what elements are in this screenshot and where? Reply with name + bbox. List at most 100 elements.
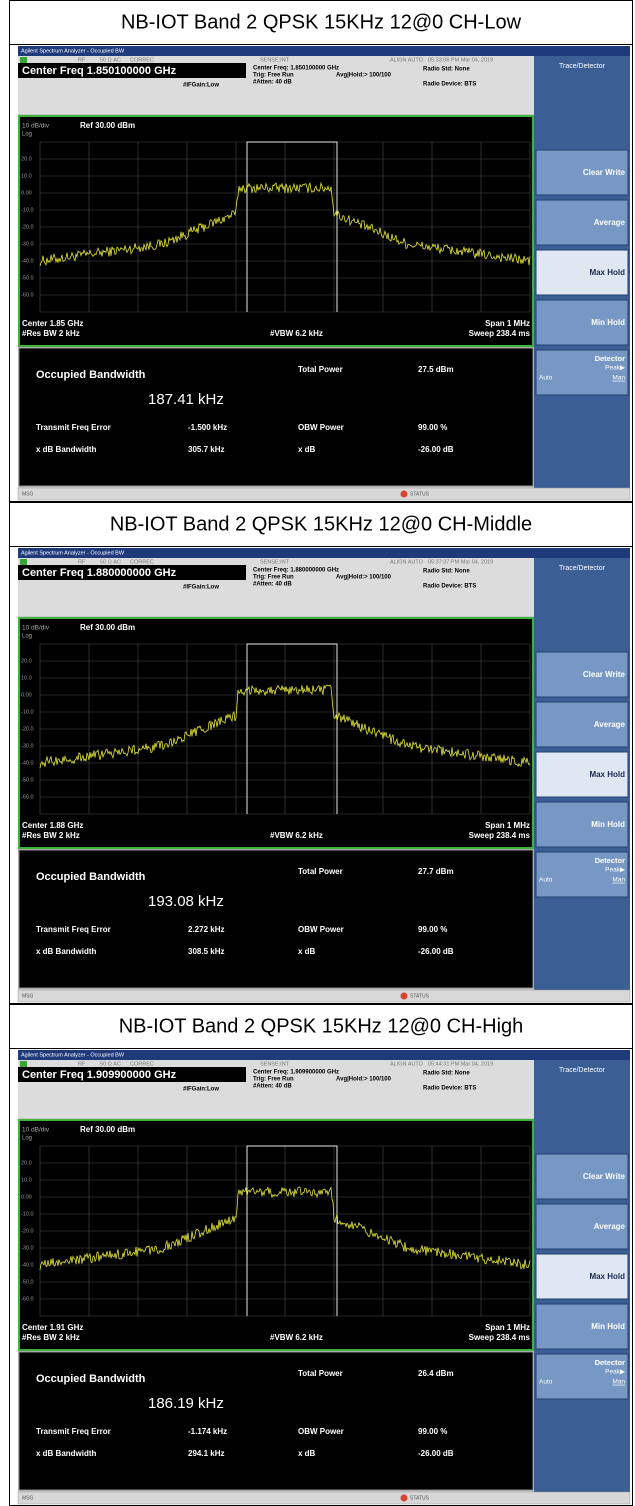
y-label: -50.0 (21, 1279, 34, 1285)
detector-label: Detector (595, 354, 626, 363)
radio-std: Radio Std: None (423, 67, 470, 73)
ref-level: Ref 30.00 dBm (80, 1125, 135, 1134)
detector-label: Detector (595, 856, 626, 865)
menu-title: Trace/Detector (559, 565, 606, 572)
softkey-label: Min Hold (591, 318, 625, 327)
y-label: 20.0 (21, 1160, 32, 1166)
result-value: -1.174 kHz (188, 1427, 227, 1436)
analyzer-screen: Agilent Spectrum Analyzer - Occupied BW R… (18, 548, 630, 1002)
avg-hold: Avg|Hold:> 100/100 (336, 73, 392, 79)
result-label: Transmit Freq Error (36, 1427, 111, 1436)
radio-device: Radio Device: BTS (423, 584, 476, 590)
msg-bar (18, 488, 630, 500)
status-label: CORREC (130, 57, 154, 63)
result-label: x dB Bandwidth (36, 1449, 97, 1458)
vbw: #VBW 6.2 kHz (270, 831, 323, 840)
y-label: -20.0 (21, 1228, 34, 1234)
result-label: OBW Power (298, 423, 344, 432)
y-label: -40.0 (21, 760, 34, 766)
result-value: 2.272 kHz (188, 925, 224, 934)
result-label: Occupied Bandwidth (36, 369, 146, 381)
status-icon (20, 559, 27, 565)
sweep: Sweep 238.4 ms (469, 329, 531, 338)
detector-value: Peak▶ (605, 867, 626, 874)
panel-title: NB-IOT Band 2 QPSK 15KHz 12@0 CH-Middle (110, 513, 532, 535)
msg-label: MSG (22, 491, 34, 497)
result-value: 99.00 % (418, 925, 447, 934)
menu-title: Trace/Detector (559, 1067, 606, 1074)
status-label: SENSE:INT (260, 57, 290, 63)
window-title: Agilent Spectrum Analyzer - Occupied BW (21, 48, 125, 54)
page: NB-IOT Band 2 QPSK 15KHz 12@0 CH-Low Agil… (0, 0, 635, 1506)
status-label: SENSE:INT (260, 1061, 290, 1067)
ref-level: Ref 30.00 dBm (80, 121, 135, 130)
status-label: CORREC (130, 559, 154, 565)
status-icon (20, 57, 27, 63)
span: Span 1 MHz (485, 821, 530, 830)
y-label: -60.0 (21, 1296, 34, 1302)
panel-title: NB-IOT Band 2 QPSK 15KHz 12@0 CH-Low (121, 11, 522, 33)
status-label: 50 Ω AC (100, 1061, 121, 1067)
detector-auto: Auto (539, 375, 553, 382)
y-label: -30.0 (21, 743, 34, 749)
span: Span 1 MHz (485, 1323, 530, 1332)
status-label: 50 Ω AC (100, 559, 121, 565)
result-value: -26.00 dB (418, 445, 454, 454)
result-value: 27.5 dBm (418, 365, 454, 374)
scale-label: 10 dB/div (22, 1127, 50, 1134)
res-bw: #Res BW 2 kHz (22, 1333, 80, 1342)
radio-device: Radio Device: BTS (423, 1086, 476, 1092)
span: Span 1 MHz (485, 319, 530, 328)
center-label: Center 1.85 GHz (22, 319, 83, 328)
setting: #Atten: 40 dB (253, 582, 292, 588)
result-value: 193.08 kHz (148, 893, 224, 910)
y-label: 20.0 (21, 658, 32, 664)
y-label: 0.00 (21, 1194, 32, 1200)
status-label: STATUS (410, 993, 430, 999)
detector-label: Detector (595, 1358, 626, 1367)
if-gain: #IFGain:Low (183, 585, 219, 591)
scale-label: 10 dB/div (22, 625, 50, 632)
softkey-label: Average (594, 218, 626, 227)
panel-title: NB-IOT Band 2 QPSK 15KHz 12@0 CH-High (119, 1015, 524, 1037)
result-value: 294.1 kHz (188, 1449, 224, 1458)
radio-std: Radio Std: None (423, 569, 470, 575)
status-label: STATUS (410, 491, 430, 497)
softkey-label: Min Hold (591, 820, 625, 829)
y-label: -40.0 (21, 1262, 34, 1268)
detector-man: Man (612, 375, 625, 382)
graph-bg (19, 618, 533, 848)
msg-bar (18, 1492, 630, 1504)
result-value: -26.00 dB (418, 1449, 454, 1458)
y-label: 20.0 (21, 156, 32, 162)
log-label: Log (22, 132, 32, 138)
result-value: -1.500 kHz (188, 423, 227, 432)
result-label: x dB (298, 1449, 316, 1458)
detector-auto: Auto (539, 1379, 553, 1386)
y-label: 10.0 (21, 173, 32, 179)
detector-value: Peak▶ (605, 365, 626, 372)
sweep: Sweep 238.4 ms (469, 831, 531, 840)
window-title: Agilent Spectrum Analyzer - Occupied BW (21, 550, 125, 556)
ref-level: Ref 30.00 dBm (80, 623, 135, 632)
vbw: #VBW 6.2 kHz (270, 1333, 323, 1342)
status-icon (20, 1061, 27, 1067)
analyzer-screen: Agilent Spectrum Analyzer - Occupied BWR… (18, 1050, 630, 1504)
result-label: OBW Power (298, 925, 344, 934)
result-value: 27.7 dBm (418, 867, 454, 876)
y-label: 10.0 (21, 675, 32, 681)
y-label: -50.0 (21, 275, 34, 281)
status-label: STATUS (410, 1495, 430, 1501)
status-icon (401, 491, 408, 498)
status-label: SENSE:INT (260, 559, 290, 565)
setting: Trig: Free Run (253, 73, 294, 79)
status-label: ALIGN AUTO (390, 559, 424, 565)
center-freq: Center Freq 1.880000000 GHz (22, 567, 177, 579)
menu-title: Trace/Detector (559, 63, 606, 70)
softkey-label: Average (594, 720, 626, 729)
msg-label: MSG (22, 1495, 34, 1501)
status-label: ALIGN AUTO (390, 1061, 424, 1067)
y-label: -30.0 (21, 241, 34, 247)
scale-label: 10 dB/div (22, 123, 50, 130)
result-value: 186.19 kHz (148, 1395, 224, 1412)
